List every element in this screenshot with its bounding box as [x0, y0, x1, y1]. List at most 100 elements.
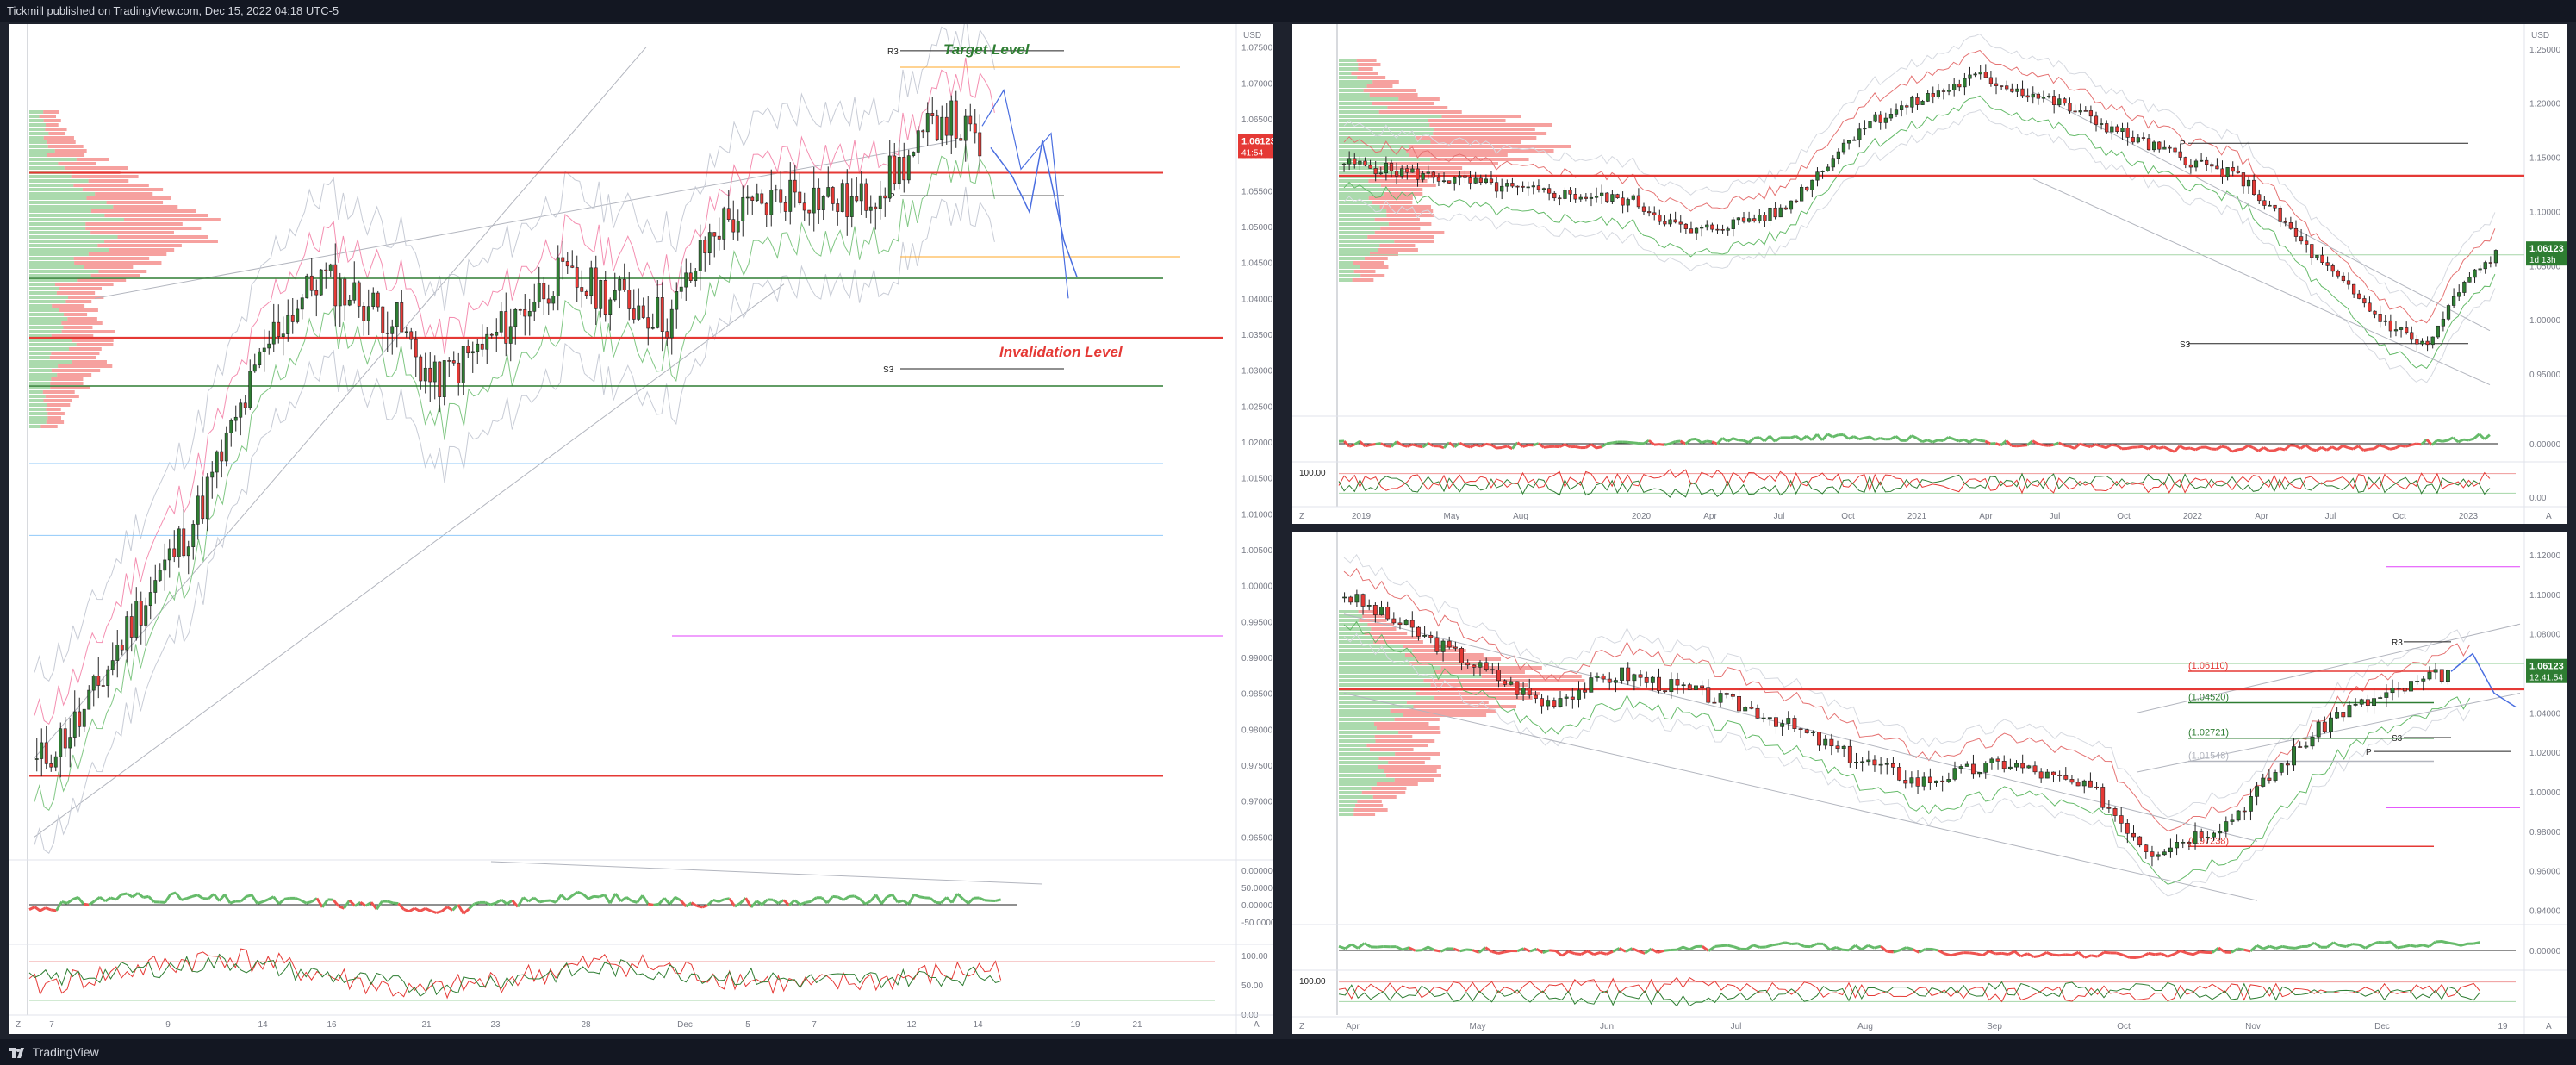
left-candle	[34, 758, 39, 760]
br-osc-segment	[2141, 952, 2150, 958]
left-osc-segment	[468, 902, 476, 910]
br-osc-segment	[1899, 946, 1907, 952]
left-chart-panel[interactable]: USD1.075001.070001.065001.060001.055001.…	[9, 24, 1273, 1034]
br-lvl1-label: (1.06110)	[2188, 661, 2228, 671]
tr-candle	[1836, 151, 1841, 159]
left-candle	[703, 240, 707, 253]
tr-candle	[1952, 84, 1957, 90]
left-candle	[916, 130, 920, 153]
left-candle	[731, 219, 736, 233]
tr-candle	[2357, 293, 2361, 299]
br-stoch-d	[1338, 981, 2480, 1007]
left-candle	[390, 326, 395, 334]
tr-candle	[1353, 158, 1357, 165]
br-volume-profile-bar-buy	[1339, 657, 1416, 661]
br-volume-profile-bar-sell	[1390, 709, 1496, 713]
bottom-right-chart-panel[interactable]: 1.120001.100001.080001.060001.040001.020…	[1292, 532, 2567, 1034]
br-candle	[1829, 738, 1834, 747]
tr-candle	[1710, 224, 1714, 230]
left-candle	[589, 267, 594, 296]
tr-osc-segment	[1453, 441, 1461, 448]
tr-candle	[2083, 110, 2088, 112]
left-candle	[428, 367, 432, 383]
left-osc-segment	[619, 896, 627, 903]
left-osc-segment	[608, 893, 617, 904]
tr-candle	[1826, 166, 1830, 171]
left-osc-segment	[853, 894, 861, 900]
tr-candle	[1883, 117, 1888, 123]
br-osc-segment	[1931, 947, 1938, 952]
br-volume-profile-bar-buy	[1339, 679, 1424, 682]
tr-osc-segment	[1832, 433, 1839, 439]
br-candle	[1675, 679, 1680, 686]
left-osc-segment	[55, 900, 64, 912]
left-r3-label: R3	[887, 47, 899, 57]
tr-osc-segment	[1774, 436, 1782, 443]
tr-volume-profile-bar-sell	[1428, 119, 1506, 122]
left-volume-profile-bar-buy	[29, 252, 89, 256]
tr-candle	[2225, 167, 2230, 178]
br-lvl3-label: (1.02721)	[2188, 728, 2229, 738]
tr-osc-segment	[2069, 445, 2075, 450]
br-volume-profile-bar-buy	[1339, 713, 1403, 717]
left-candle	[371, 292, 376, 307]
left-candle	[220, 451, 224, 462]
tr-candle	[2283, 221, 2287, 223]
tr-candle	[2125, 128, 2130, 138]
tr-candle	[1752, 218, 1757, 221]
br-candle	[2365, 699, 2370, 707]
left-osc-segment	[641, 894, 650, 905]
left-volume-profile-bar-buy	[29, 278, 78, 282]
left-chart[interactable]: USD1.075001.070001.065001.060001.055001.…	[9, 24, 1273, 1034]
tr-osc-segment	[1537, 442, 1545, 449]
br-candle	[1915, 777, 1920, 787]
tr-candle	[1536, 185, 1541, 190]
left-candle	[925, 113, 930, 133]
br-osc-segment	[2397, 945, 2405, 950]
left-volume-profile-bar-sell	[46, 140, 76, 144]
br-osc-segment	[2339, 944, 2347, 949]
left-osc-segment	[354, 901, 362, 907]
br-candle	[1465, 662, 1471, 666]
left-candle	[518, 308, 522, 311]
left-volume-profile-bar-sell	[51, 377, 84, 381]
left-osc-segment	[186, 895, 193, 900]
tr-osc-segment	[1543, 445, 1550, 449]
left-volume-profile-bar-sell	[67, 317, 97, 321]
tr-osc-segment	[1601, 442, 1608, 448]
br-candle	[1743, 707, 1748, 712]
top-right-chart-panel[interactable]: USD 1.25000 1.20000 1.15000 1.10000 1.05000 1.…	[1292, 24, 2567, 524]
left-candle	[637, 305, 641, 320]
br-osc-segment	[2403, 944, 2411, 949]
tr-candle	[2031, 93, 2035, 98]
br-x-tick-label: Aug	[1857, 1022, 1873, 1031]
left-volume-profile-bar-sell	[117, 235, 208, 239]
tr-candle	[1805, 186, 1809, 190]
br-volume-profile-bar-buy	[1339, 705, 1414, 708]
br-osc-segment	[1497, 950, 1505, 955]
bottom-right-chart[interactable]: 1.120001.100001.080001.060001.040001.020…	[1292, 532, 2567, 1034]
left-candle	[101, 685, 105, 687]
br-osc-segment	[1854, 944, 1863, 951]
tr-candle	[2010, 88, 2014, 92]
tr-candle	[2110, 126, 2114, 133]
left-osc-segment	[490, 901, 497, 906]
br-osc-segment	[2358, 944, 2367, 950]
tr-volume-profile-bar-buy	[1339, 119, 1428, 122]
left-candle	[717, 235, 721, 240]
tr-volume-profile-bar-buy	[1339, 153, 1409, 157]
left-candle	[878, 195, 882, 209]
br-candle	[2100, 787, 2106, 808]
tr-osc-segment	[1343, 439, 1351, 448]
tr-osc-segment	[2478, 433, 2486, 440]
br-candle	[1409, 620, 1415, 628]
br-volume-profile-bar-buy	[1339, 632, 1365, 635]
br-candle	[2038, 771, 2044, 779]
br-candle	[1385, 607, 1391, 620]
tr-candle	[1394, 170, 1399, 177]
br-osc-segment	[1408, 946, 1416, 952]
top-right-chart[interactable]: USD1.250001.200001.150001.100001.050001.…	[1292, 24, 2567, 524]
br-volume-profile-bar-sell	[1359, 619, 1387, 622]
br-y-tick-label: 1.00000	[2529, 788, 2561, 798]
tr-candle	[1758, 215, 1762, 221]
